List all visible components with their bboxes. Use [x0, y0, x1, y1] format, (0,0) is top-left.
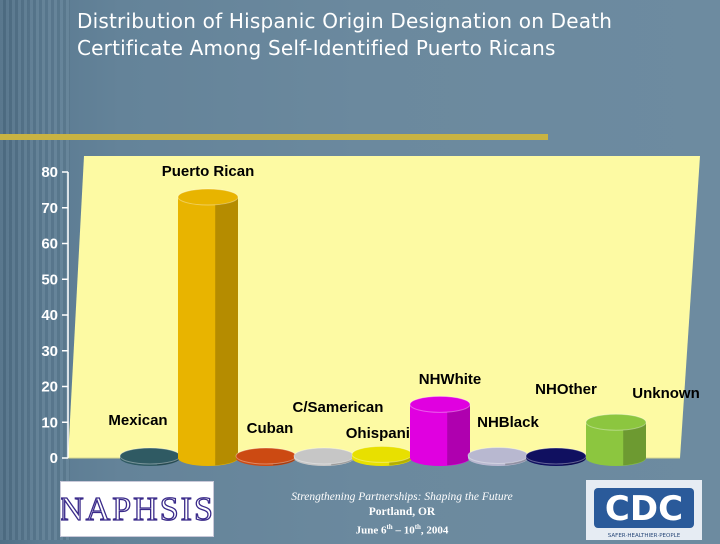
background-stripes	[0, 0, 70, 540]
cdc-tagline: SAFER·HEALTHIER·PEOPLE	[608, 533, 681, 539]
y-tick-label: 20	[41, 379, 58, 396]
y-tick-label: 30	[41, 343, 58, 360]
category-label: NHOther	[535, 381, 597, 398]
category-label: Mexican	[108, 412, 167, 429]
y-tick-label: 70	[41, 200, 58, 217]
bar-top	[467, 446, 529, 464]
bar-top	[119, 447, 181, 465]
bar-chart: 0 10 20 30 40 50 60 70 80 Mexican Puerto Rican Cuba…	[41, 156, 700, 467]
bar-top	[235, 447, 297, 465]
bar-top	[293, 447, 355, 465]
y-tick-label: 0	[50, 450, 58, 467]
bar-top	[177, 188, 239, 206]
bar	[410, 404, 470, 466]
y-tick-label: 50	[41, 271, 58, 288]
bar-top	[409, 395, 471, 413]
slide-title: Distribution of Hispanic Origin Designat…	[77, 9, 613, 60]
footer-date: June 6th – 10th, 2004	[355, 523, 449, 537]
category-label: NHWhite	[419, 371, 482, 388]
category-label: C/Samerican	[293, 399, 384, 416]
title-underline	[0, 134, 548, 140]
category-label: Cuban	[247, 420, 294, 437]
footer-line-1: Strengthening Partnerships: Shaping the …	[291, 491, 513, 503]
bar-top	[351, 445, 413, 463]
y-tick-label: 40	[41, 307, 58, 324]
category-label: NHBlack	[477, 414, 539, 431]
y-tick-label: 10	[41, 414, 58, 431]
y-tick-label: 80	[41, 164, 58, 181]
bar	[586, 422, 646, 466]
bar-top	[585, 413, 647, 431]
cdc-logo: CDC SAFER·HEALTHIER·PEOPLE	[586, 480, 702, 540]
naphsis-logo: NAPHSIS	[58, 481, 214, 537]
bar-shadow	[215, 197, 238, 466]
footer-caption: Strengthening Partnerships: Shaping the …	[250, 490, 554, 539]
y-tick-label: 60	[41, 236, 58, 253]
bar	[178, 197, 238, 466]
bar-top	[525, 447, 587, 465]
bar-shadow	[623, 422, 646, 466]
bar-shadow	[447, 404, 470, 466]
category-label: Puerto Rican	[162, 163, 255, 180]
naphsis-logo-text: NAPHSIS	[61, 491, 213, 528]
footer-line-2: Portland, OR	[368, 506, 436, 518]
category-label: Ohispanic	[346, 425, 419, 442]
category-label: Unknown	[632, 385, 700, 402]
cdc-logo-text: CDC	[605, 489, 683, 529]
